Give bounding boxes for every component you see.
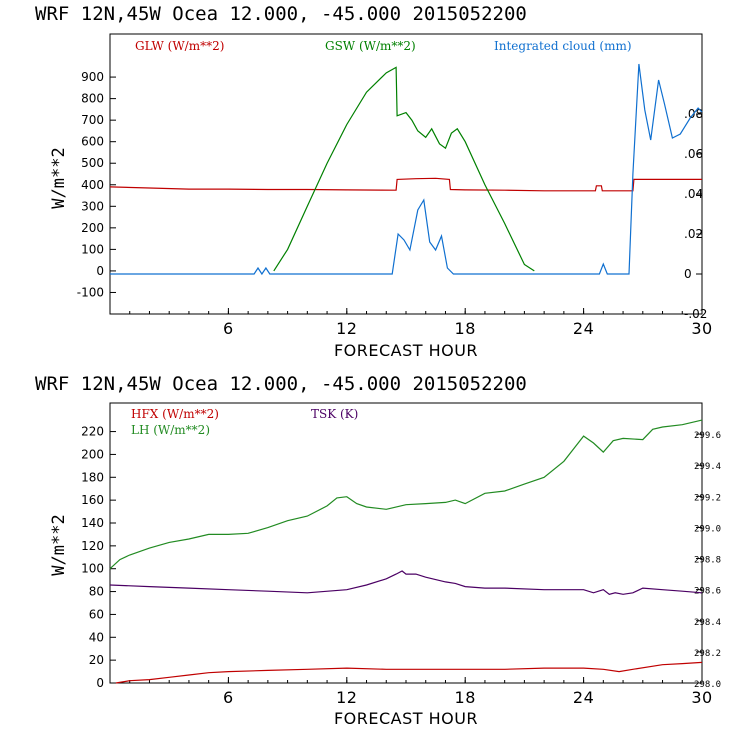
chart2-y-tick-label: 180 [81, 470, 104, 484]
chart2-y-tick-label: 220 [81, 425, 104, 439]
chart2-y-tick-label: 160 [81, 493, 104, 507]
chart2-axes: 6 12 18 24 30 0 20 40 60 80 100 120 140 160 180 200 220 2… [81, 425, 721, 707]
chart2-y2-tick-label: 298.4 [694, 618, 721, 628]
chart2-y-tick-label: 140 [81, 516, 104, 530]
chart1-y-tick-label: 600 [81, 135, 104, 149]
chart2-y-tick-label: 0 [96, 676, 104, 690]
chart1-x-tick-label: 18 [455, 319, 476, 338]
chart2-y-tick-label: 20 [89, 653, 104, 667]
chart2-y2-tick-label: 299.2 [694, 493, 721, 503]
chart2-x-axis-label: FORECAST HOUR [334, 709, 478, 728]
chart1-series-line-2 [110, 63, 703, 276]
chart2-y-tick-label: 60 [89, 607, 104, 621]
chart1-y-axis-label: W/m**2 [49, 147, 69, 208]
chart2-x-tick-label: 30 [691, 688, 712, 707]
chart2-y2-tick-label: 298.6 [694, 587, 721, 597]
chart1-series [109, 63, 703, 276]
chart1-y-tick-label: 300 [81, 199, 104, 213]
chart2-y-tick-label: 120 [81, 539, 104, 553]
chart1-y2-tick-label: .04 [684, 187, 703, 201]
chart2-series-line-2 [109, 570, 703, 595]
chart2-series [109, 419, 703, 684]
chart1-y2-tick-label: 0 [684, 267, 692, 281]
chart2-y-tick-label: 80 [89, 585, 104, 599]
chart1-x-tick-label: 30 [691, 319, 712, 338]
chart1-y2-tick-label: -.02 [684, 307, 707, 321]
chart2-series-line-0 [115, 661, 703, 684]
chart1-y-tick-label: 800 [81, 92, 104, 106]
chart1-series-line-1 [273, 66, 535, 272]
chart2-y-tick-label: 100 [81, 562, 104, 576]
chart1-y-tick-label: -100 [77, 285, 104, 299]
chart1-series-line-0 [109, 177, 702, 192]
chart1-y-tick-label: 400 [81, 178, 104, 192]
chart2-y2-tick-label: 299.0 [694, 524, 721, 534]
chart1-x-axis-label: FORECAST HOUR [334, 341, 478, 360]
chart2-y2-tick-label: 298.2 [694, 649, 721, 659]
chart2-title: WRF 12N,45W Ocea 12.000, -45.000 2015052… [35, 373, 527, 395]
chart2-y-tick-label: 40 [89, 630, 104, 644]
chart1-plot-frame [109, 33, 703, 315]
chart2-x-tick-label: 18 [455, 688, 476, 707]
chart1-y-tick-label: 900 [81, 70, 104, 84]
chart1-y-tick-label: 200 [81, 221, 104, 235]
chart1-y2-tick-label: .06 [684, 147, 703, 161]
chart2-y2-tick-label: 298.0 [694, 680, 721, 690]
chart1-x-tick-label: 12 [336, 319, 357, 338]
chart1-legend-cloud: Integrated cloud (mm) [494, 39, 632, 53]
chart1-x-tick-label: 24 [573, 319, 594, 338]
chart2-y2-tick-label: 299.4 [694, 462, 721, 472]
chart2-legend-tsk: TSK (K) [311, 407, 358, 421]
chart1-legend-gsw: GSW (W/m**2) [325, 39, 416, 53]
chart1-y-tick-label: 700 [81, 113, 104, 127]
chart1-title: WRF 12N,45W Ocea 12.000, -45.000 2015052… [35, 3, 527, 25]
chart2-x-tick-label: 12 [336, 688, 357, 707]
chart2-legend-hfx: HFX (W/m**2) [131, 407, 219, 421]
chart2-y2-tick-label: 298.8 [694, 556, 721, 566]
chart2-legend-lh: LH (W/m**2) [131, 423, 210, 437]
chart1-y-tick-label: 500 [81, 156, 104, 170]
chart2-series-line-1 [109, 419, 703, 570]
chart2-x-tick-label: 6 [223, 688, 234, 707]
chart1-x-tick-label: 6 [223, 319, 234, 338]
chart2-y-axis-label: W/m**2 [49, 514, 69, 575]
chart2-x-tick-label: 24 [573, 688, 594, 707]
chart1-y2-tick-label: .02 [684, 227, 703, 241]
chart1-legend-glw: GLW (W/m**2) [135, 39, 224, 53]
chart2-y-tick-label: 200 [81, 447, 104, 461]
chart2-y2-tick-label: 299.6 [694, 431, 721, 441]
chart1-y-tick-label: 0 [96, 264, 104, 278]
chart1-y-tick-label: 100 [81, 242, 104, 256]
chart2-plot-frame [109, 402, 703, 684]
chart1-axes: 6 12 18 24 30 -100 0 100 200 300 400 500 600 700 800 90… [77, 70, 712, 338]
